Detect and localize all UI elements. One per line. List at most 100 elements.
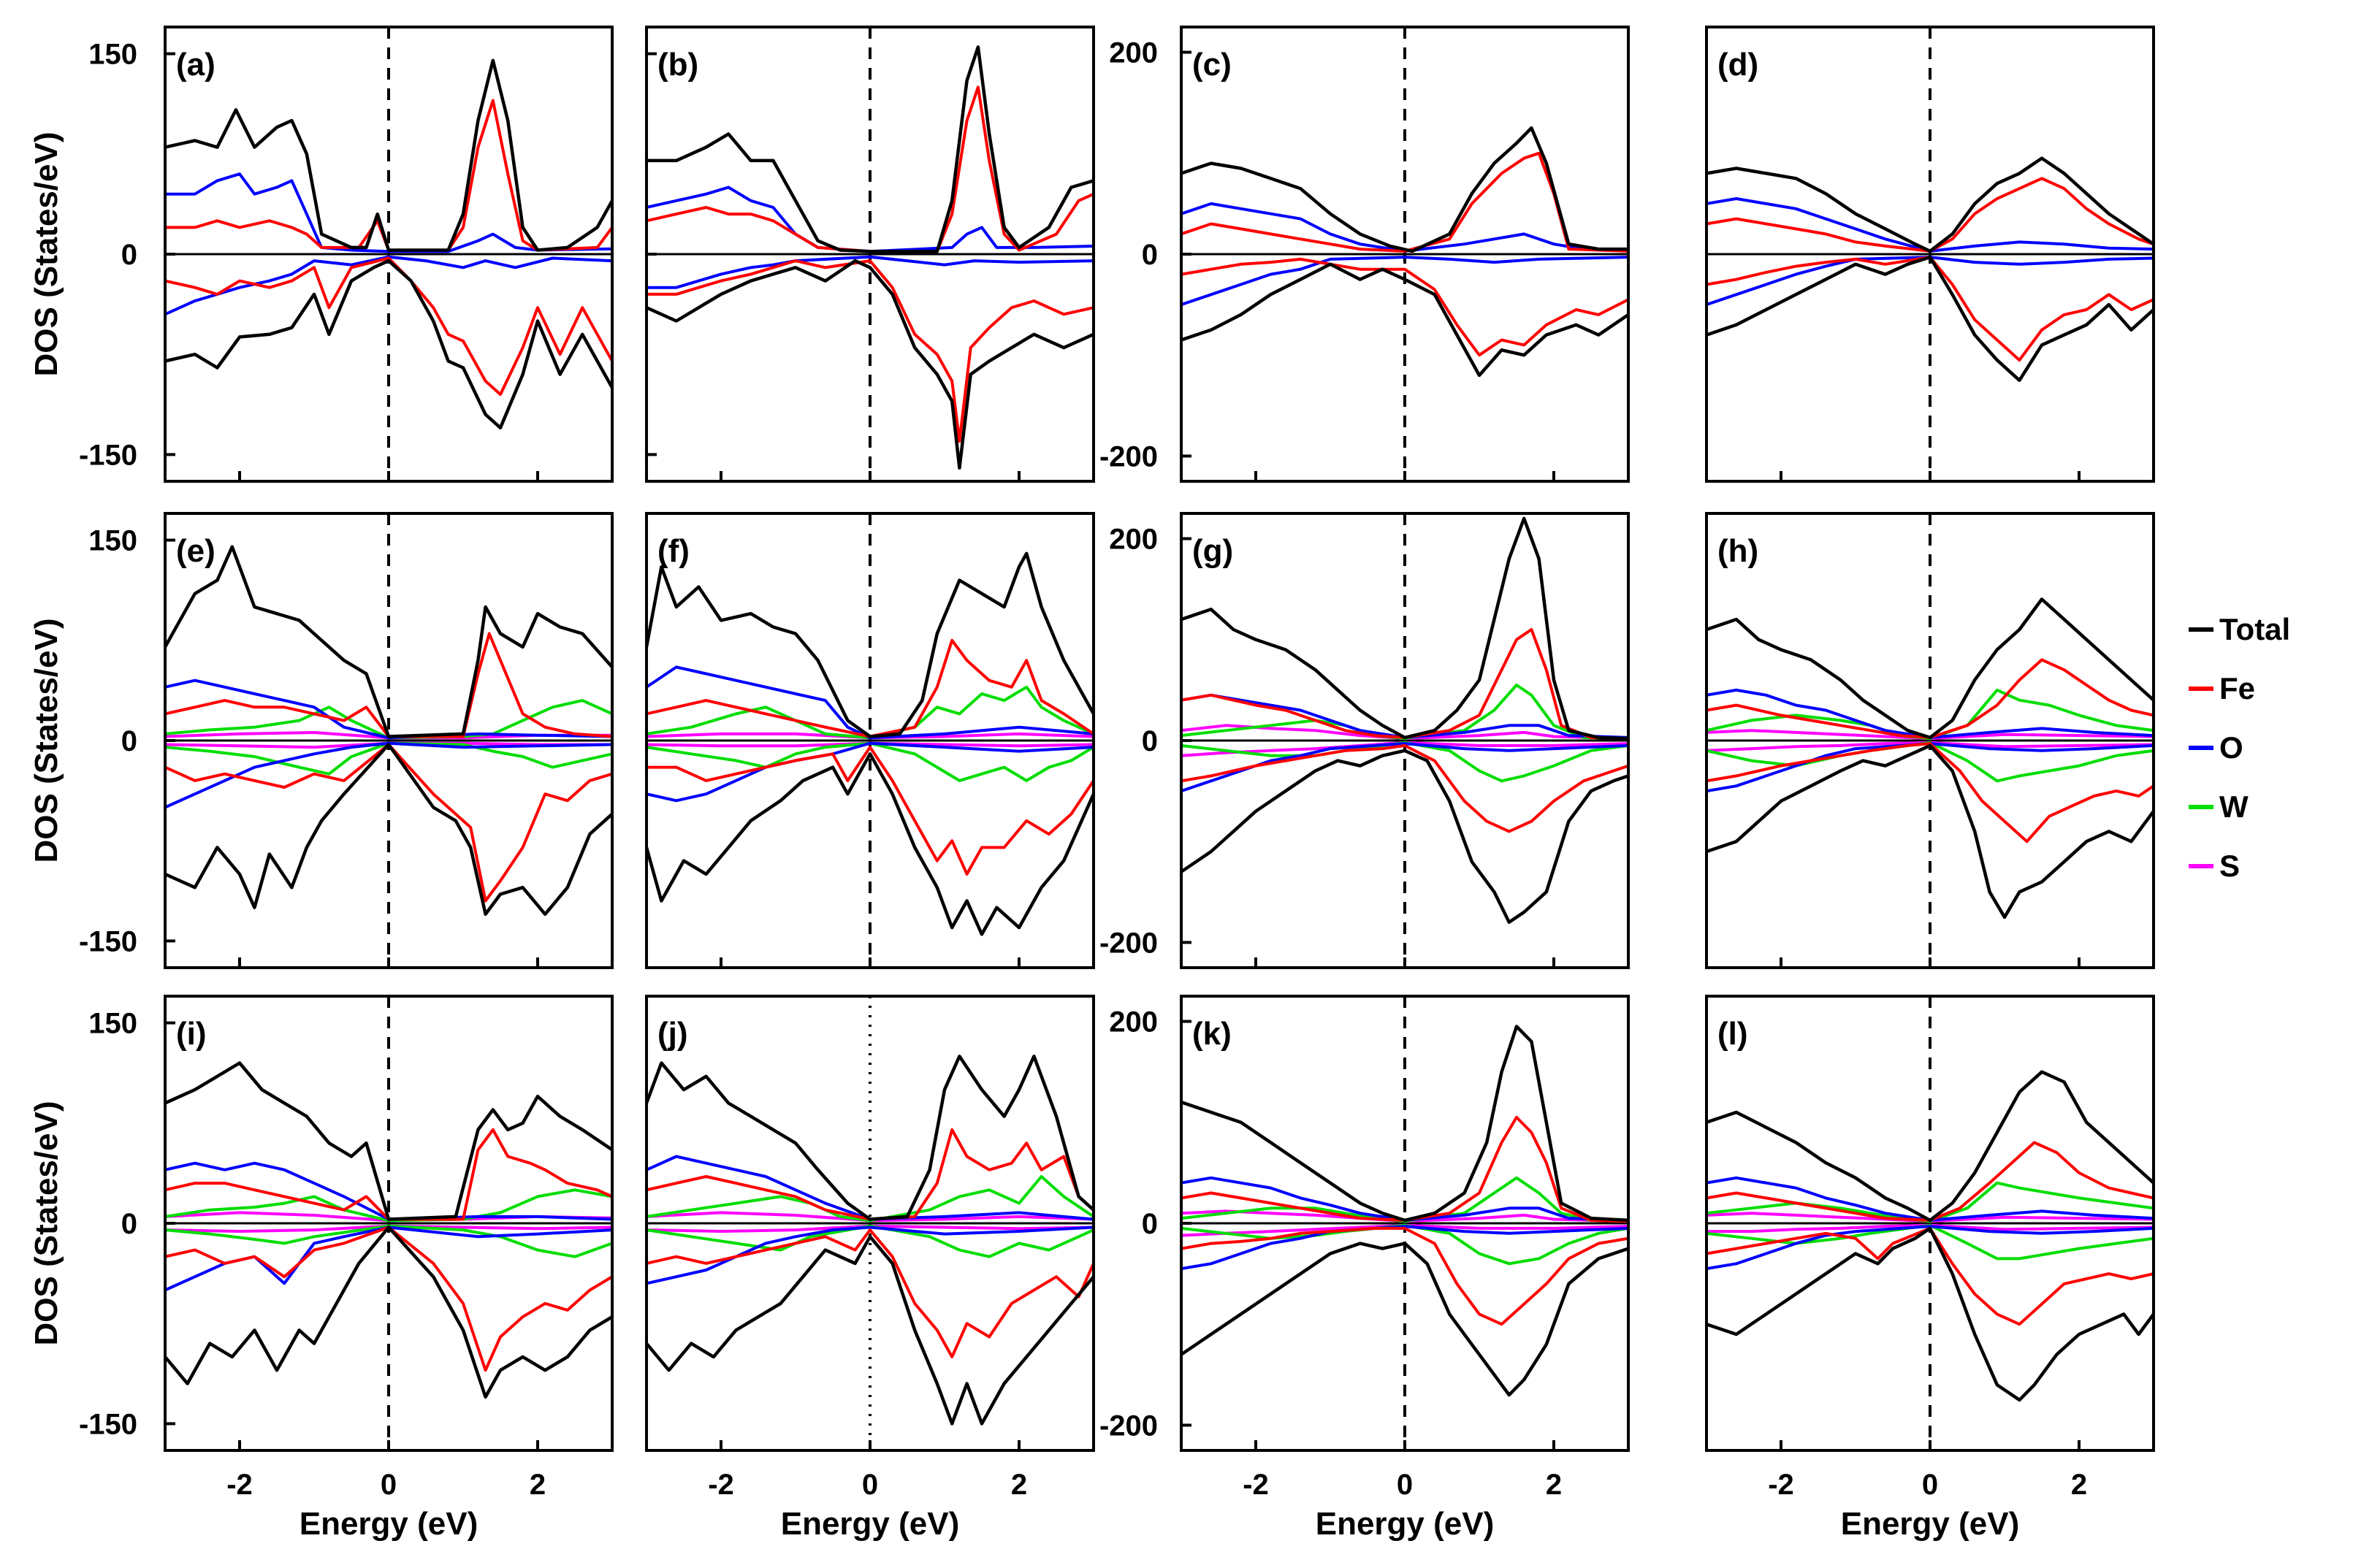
series-total-up: [1181, 516, 1628, 741]
series-total-up: [647, 45, 1094, 253]
panel-label: (a): [176, 47, 216, 83]
series-o-up: [1706, 688, 2154, 739]
series-o-down: [1181, 742, 1628, 792]
series-o-up: [1181, 693, 1628, 739]
panel-label: (i): [176, 1016, 207, 1052]
series-s-down: [1706, 1223, 2154, 1234]
series-w-up: [1181, 684, 1628, 741]
series-o-down: [647, 1225, 1094, 1285]
series-fe-up: [1706, 1141, 2154, 1222]
y-tick-label: 0: [121, 239, 137, 271]
dos-panel: 150 0 -150 (a): [79, 26, 614, 483]
series-fe-down: [165, 1225, 612, 1372]
series-o-up: [1181, 202, 1628, 253]
panel-label: (b): [657, 47, 698, 83]
dos-panel: 150 0 -150 (e): [79, 512, 614, 969]
series-w-up: [165, 1188, 612, 1223]
panel-label: (j): [657, 1016, 688, 1052]
series-o-up: [165, 678, 612, 740]
series-fe-up: [647, 1128, 1094, 1221]
dos-panel: 200 0 -200 (g): [1099, 512, 1630, 969]
series-o-up: [647, 665, 1094, 740]
panel-label: (d): [1717, 47, 1758, 83]
y-tick-label: 0: [121, 725, 137, 757]
y-tick-label: -200: [1099, 927, 1158, 959]
series-total-down: [165, 259, 612, 430]
series-group: [1706, 1070, 2154, 1402]
series-w-down: [647, 741, 1094, 782]
series-group: [1706, 597, 2154, 919]
y-tick-label: -200: [1099, 440, 1158, 473]
panel-label: (c): [1192, 47, 1232, 83]
series-total-up: [1181, 1025, 1628, 1223]
x-tick-label: 0: [1397, 1469, 1413, 1501]
series-group: [647, 551, 1094, 936]
x-tick-label: -2: [226, 1469, 253, 1501]
series-group: [165, 1061, 612, 1399]
series-o-down: [1181, 256, 1628, 306]
series-group: [165, 58, 612, 430]
y-tick-label: 150: [88, 1008, 137, 1040]
series-fe-up: [1706, 177, 2154, 253]
series-o-down: [165, 741, 612, 809]
series-fe-down: [165, 743, 612, 903]
series-fe-down: [1706, 742, 2154, 844]
series-total-down: [165, 743, 612, 917]
series-w-down: [647, 1224, 1094, 1258]
series-fe-up: [1181, 628, 1628, 741]
y-tick-label: 200: [1109, 524, 1158, 556]
series-group: [1181, 516, 1628, 925]
series-total-up: [647, 551, 1094, 738]
series-total-up: [1706, 1070, 2154, 1223]
panel-label: (e): [176, 533, 216, 569]
series-total-up: [1706, 156, 2154, 253]
x-tick-label: -2: [1768, 1469, 1794, 1501]
series-fe-down: [647, 1228, 1094, 1358]
series-total-up: [165, 58, 612, 252]
series-group: [1181, 1025, 1628, 1397]
series-fe-down: [1706, 1226, 2154, 1326]
series-s-up: [1706, 729, 2154, 741]
dos-panel: -2 0 2 200 0 -200 (k) Energy (eV): [1099, 995, 1630, 1542]
series-total-down: [647, 752, 1094, 936]
panel-label: (g): [1192, 533, 1233, 569]
series-group: [647, 45, 1094, 470]
x-tick-label: -2: [1243, 1469, 1269, 1501]
y-tick-label: 0: [1142, 239, 1158, 271]
y-tick-label: -150: [79, 439, 137, 471]
series-fe-down: [1181, 1226, 1628, 1326]
series-total-down: [1706, 255, 2154, 383]
series-group: [647, 1055, 1094, 1426]
legend: Total Fe OWS: [2189, 612, 2290, 883]
dos-panel: -2 0 2 (l) Energy (eV): [1705, 995, 2155, 1542]
legend-label-o: O: [2219, 730, 2243, 765]
series-total-down: [1706, 1226, 2154, 1402]
series-fe-up: [1181, 1115, 1628, 1223]
series-o-down: [165, 255, 612, 316]
y-axis-label: DOS (States/eV): [28, 619, 64, 863]
dos-panel: (b): [645, 26, 1095, 483]
series-total-down: [1181, 1242, 1628, 1397]
dos-panel: -2 0 2 (j) Energy (eV): [645, 995, 1095, 1542]
series-fe-down: [165, 256, 612, 397]
series-o-up: [647, 1155, 1094, 1221]
x-axis-label: Energy (eV): [300, 1506, 478, 1542]
series-o-up: [1181, 1176, 1628, 1222]
y-tick-label: 0: [1142, 1208, 1158, 1240]
series-fe-down: [1181, 257, 1628, 357]
series-o-down: [1706, 1225, 2154, 1271]
y-tick-label: 150: [88, 525, 137, 557]
legend-label-s: S: [2219, 849, 2240, 883]
legend-label-fe: Fe: [2219, 671, 2255, 705]
y-tick-label: -200: [1099, 1410, 1158, 1442]
y-tick-label: 150: [88, 39, 137, 71]
series-w-up: [647, 685, 1094, 740]
series-s-down: [1706, 741, 2154, 752]
series-o-down: [1706, 742, 2154, 793]
series-s-down: [1181, 1223, 1628, 1237]
series-o-up: [1706, 1176, 2154, 1222]
series-total-down: [1181, 749, 1628, 925]
panel-label: (h): [1717, 533, 1758, 569]
y-tick-label: -150: [79, 925, 137, 957]
